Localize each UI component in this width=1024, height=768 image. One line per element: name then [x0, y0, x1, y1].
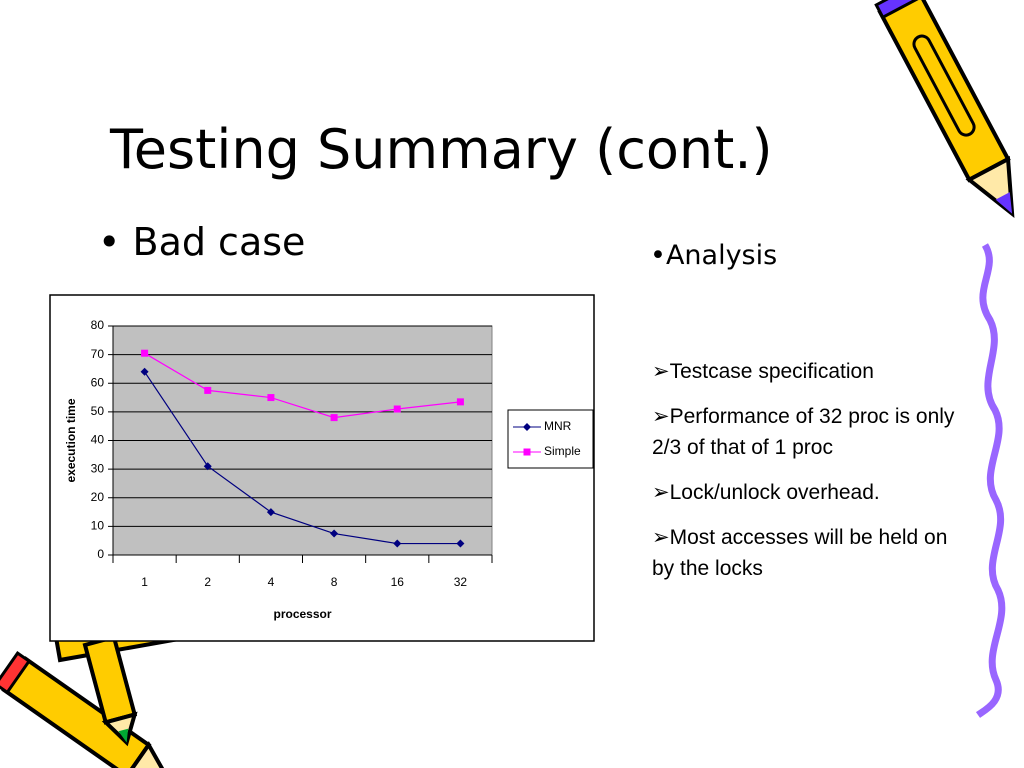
x-tick-label: 8: [331, 575, 338, 589]
point: [456, 398, 464, 406]
point: [456, 539, 465, 548]
point: Performance of 32 proc is only 2/3 of th…: [652, 401, 972, 463]
point: [267, 394, 275, 402]
pencil: [874, 0, 1015, 218]
series-line: [144, 352, 461, 419]
squiggle: [975, 243, 1006, 718]
bullet: Analysis: [650, 240, 777, 271]
point: [140, 367, 149, 376]
pencil: [82, 634, 138, 747]
point: [266, 508, 275, 517]
y-tick-label: 60: [91, 375, 105, 389]
point: [330, 529, 339, 538]
point: [393, 405, 401, 413]
x-tick-label: 2: [204, 575, 211, 589]
point: [203, 462, 212, 471]
point: [204, 386, 212, 394]
y-tick-label: 20: [91, 490, 105, 504]
pencil: [0, 651, 175, 768]
y-axis-label: execution time: [64, 398, 78, 482]
series-line: [144, 371, 461, 545]
x-axis-label: processor: [273, 607, 331, 621]
y-tick-label: 10: [91, 519, 105, 533]
x-tick-label: 1: [141, 575, 148, 589]
point: Lock/unlock overhead.: [652, 477, 972, 508]
legend-marker: [523, 448, 531, 456]
point-list: Testcase specification Performance of 32 …: [652, 356, 972, 598]
bullet: Bad case: [98, 220, 306, 264]
y-tick-label: 0: [97, 547, 104, 561]
x-tick-label: 16: [391, 575, 405, 589]
slide-title: Testing Summary (cont.): [110, 118, 773, 181]
y-tick-label: 80: [91, 318, 105, 332]
chart: 0 10 20 30 40 50 60 70 80 1 2 4 8 16 32 processor execut…: [64, 318, 594, 621]
y-tick-label: 70: [91, 347, 105, 361]
y-tick-label: 40: [91, 433, 105, 447]
point: [330, 414, 338, 422]
y-tick-label: 50: [91, 404, 105, 418]
x-tick-label: 32: [454, 575, 468, 589]
point: Most accesses will be held on by the loc…: [652, 522, 972, 584]
y-tick-label: 30: [91, 461, 105, 475]
point: [393, 539, 402, 548]
legend-marker: [523, 423, 531, 431]
x-tick-label: 4: [268, 575, 275, 589]
legend-label: Simple: [544, 444, 581, 458]
point: Testcase specification: [652, 356, 972, 387]
legend-label: MNR: [544, 419, 572, 433]
legend-box: [507, 409, 594, 469]
point: [141, 349, 149, 357]
